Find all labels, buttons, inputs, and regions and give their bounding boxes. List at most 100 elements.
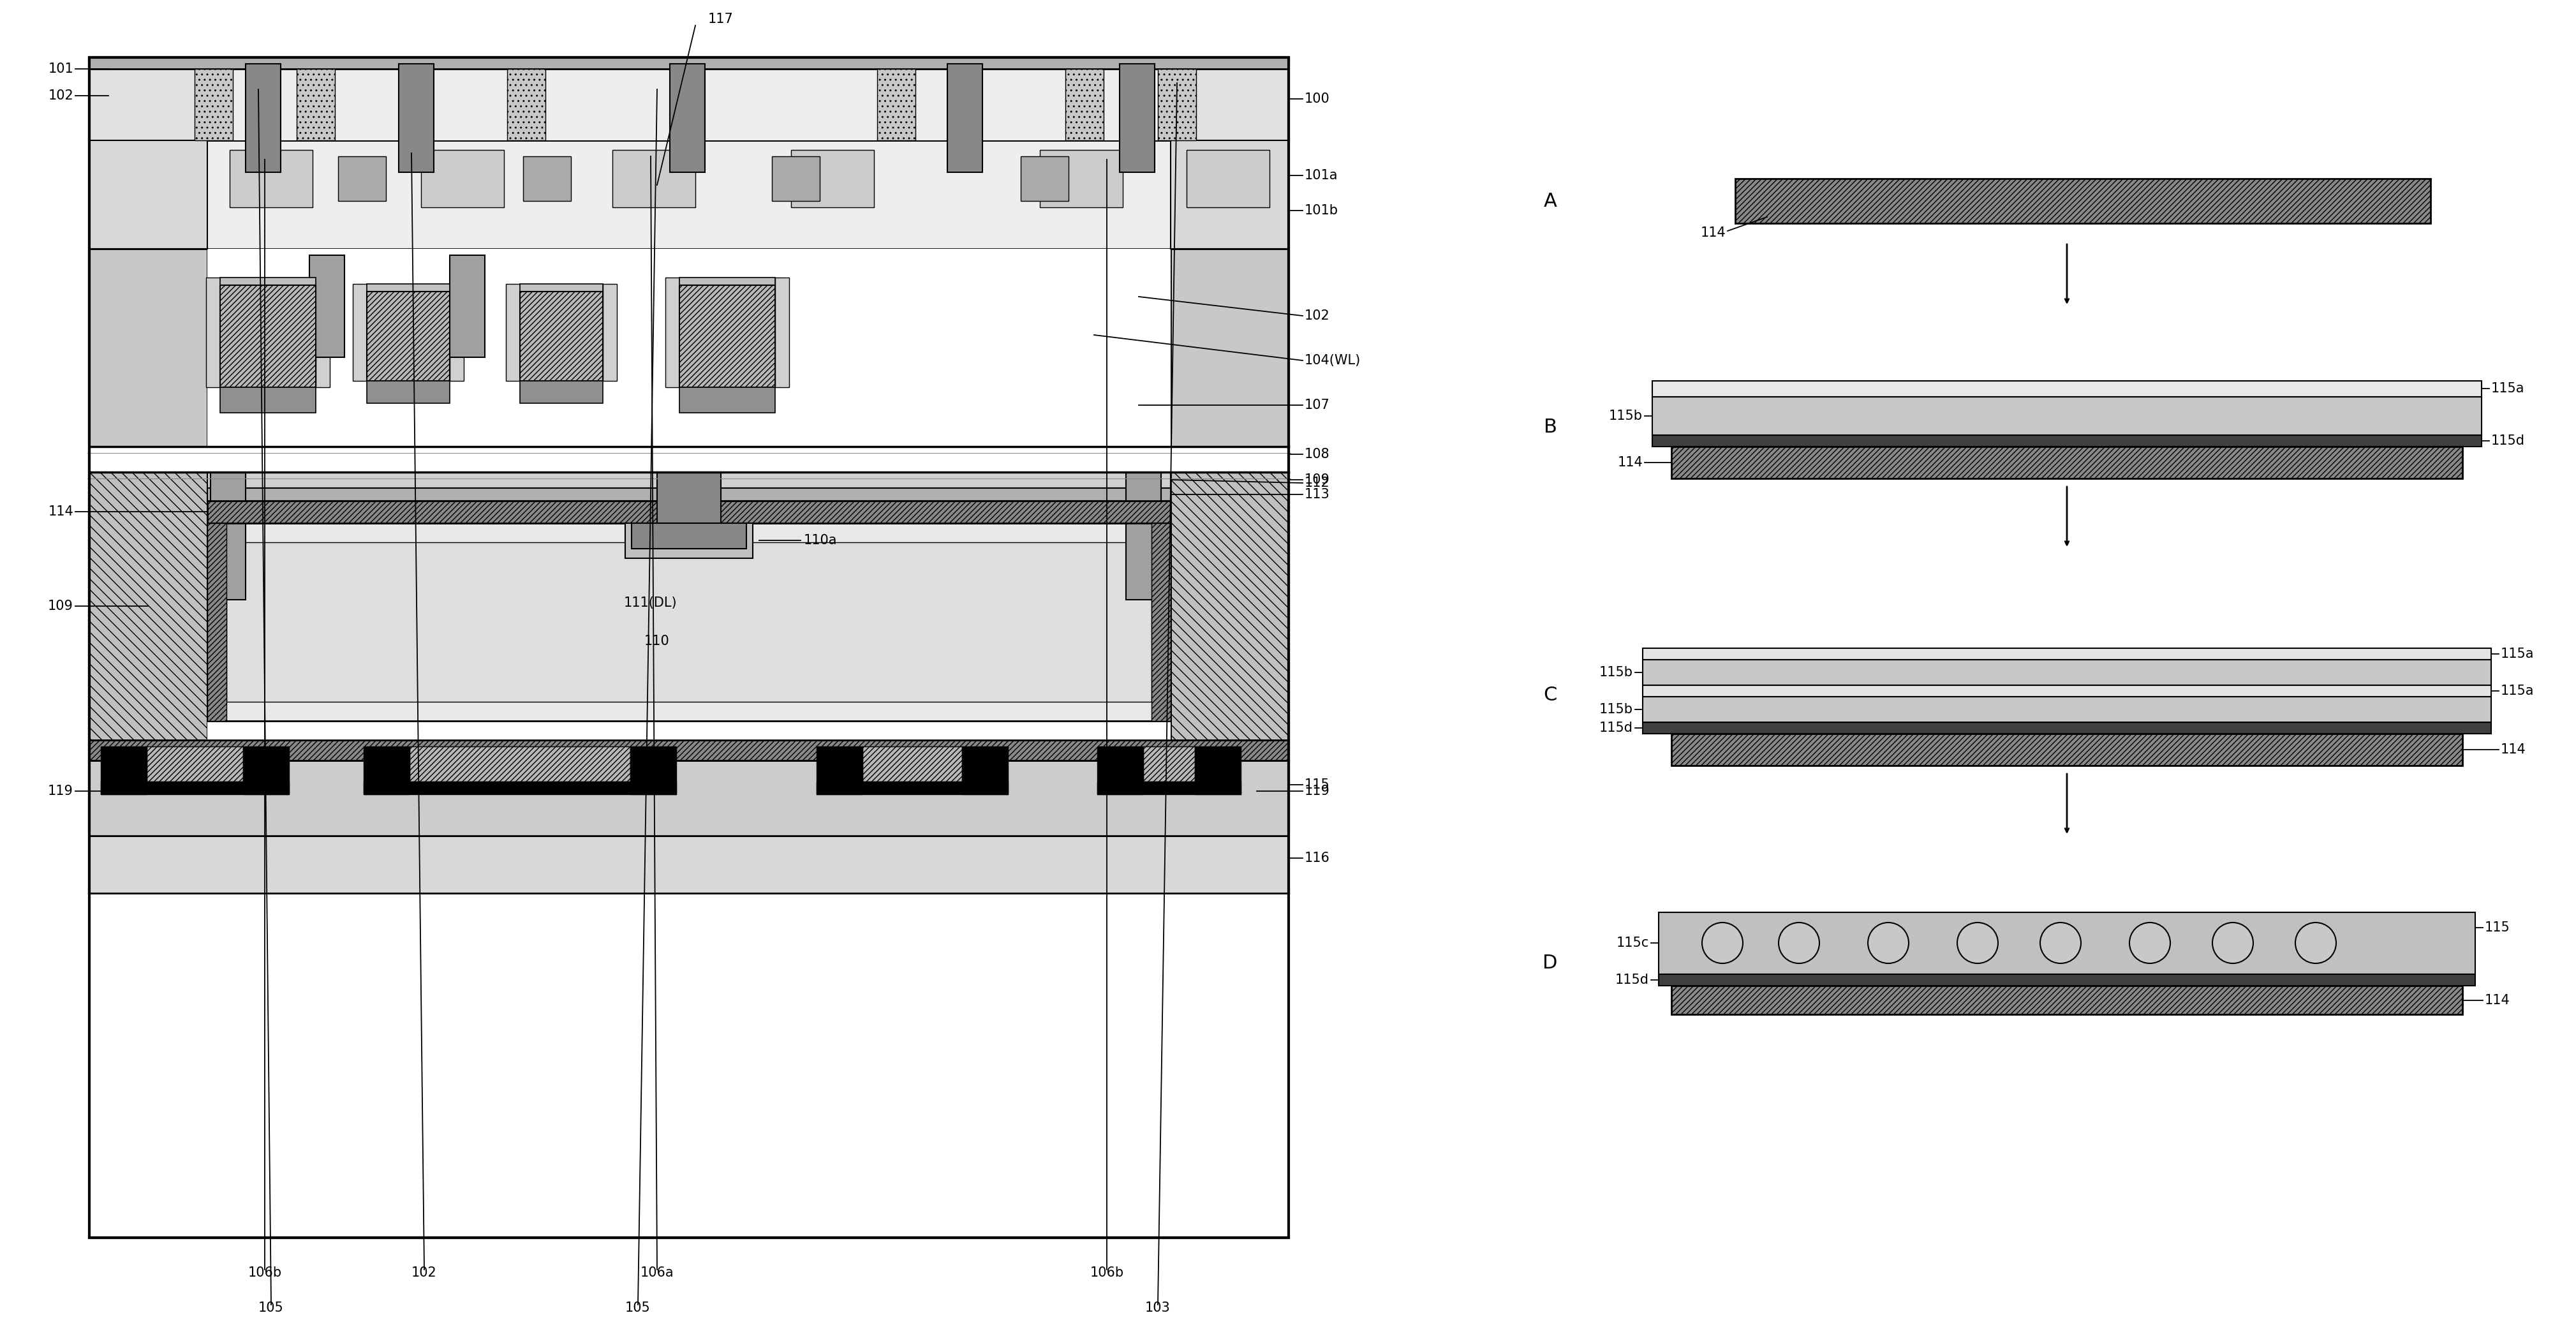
Text: 115c: 115c xyxy=(1615,937,1649,949)
Bar xyxy=(1066,69,1103,140)
Bar xyxy=(1157,69,1195,140)
Bar xyxy=(206,500,1170,523)
Bar xyxy=(90,248,206,446)
Bar xyxy=(631,746,677,795)
Bar xyxy=(451,284,464,381)
Bar xyxy=(206,57,1170,140)
Bar xyxy=(631,523,747,549)
Bar xyxy=(196,69,232,140)
Text: 114: 114 xyxy=(1700,227,1726,239)
Bar xyxy=(680,285,775,387)
Bar xyxy=(366,381,451,403)
Bar xyxy=(1126,473,1162,599)
Circle shape xyxy=(2295,923,2336,964)
Bar xyxy=(420,150,505,207)
Bar xyxy=(219,387,317,413)
Bar xyxy=(245,63,281,172)
Circle shape xyxy=(2130,923,2169,964)
Bar xyxy=(206,473,1170,488)
Bar xyxy=(1170,140,1288,248)
Bar xyxy=(603,284,616,381)
Bar xyxy=(523,156,572,201)
Text: 101b: 101b xyxy=(1303,205,1340,216)
Text: 100: 100 xyxy=(1303,92,1329,106)
Bar xyxy=(410,746,631,781)
Bar xyxy=(665,277,680,387)
Bar xyxy=(90,473,206,741)
Bar xyxy=(399,63,433,172)
Bar xyxy=(1651,381,2481,397)
Bar xyxy=(520,292,603,381)
Bar xyxy=(1672,986,2463,1014)
Bar xyxy=(775,277,788,387)
Text: 109: 109 xyxy=(49,599,72,612)
Bar xyxy=(613,150,696,207)
Text: 115a: 115a xyxy=(2491,383,2524,395)
Bar xyxy=(90,741,1288,760)
Bar xyxy=(878,69,914,140)
Bar xyxy=(337,156,386,201)
Text: A: A xyxy=(1543,191,1556,210)
Bar xyxy=(1643,697,2491,722)
Bar xyxy=(680,387,775,413)
Text: 108: 108 xyxy=(1303,447,1329,461)
Bar xyxy=(1097,781,1242,795)
Bar xyxy=(505,284,520,381)
Text: 106a: 106a xyxy=(641,1266,675,1279)
Bar xyxy=(773,156,819,201)
Bar xyxy=(1170,248,1288,446)
Circle shape xyxy=(1868,923,1909,964)
Bar xyxy=(657,473,721,549)
Bar xyxy=(520,284,603,292)
Bar xyxy=(670,63,706,172)
Bar xyxy=(961,746,1007,795)
Bar xyxy=(100,746,147,795)
Bar xyxy=(90,57,1288,140)
Text: B: B xyxy=(1543,418,1556,437)
Bar xyxy=(1643,648,2491,660)
Text: D: D xyxy=(1543,954,1558,973)
Bar xyxy=(242,746,289,795)
Bar xyxy=(90,446,1288,473)
Bar xyxy=(680,277,775,285)
Bar xyxy=(206,248,1170,446)
Bar xyxy=(1736,178,2432,223)
Text: 115: 115 xyxy=(1303,779,1329,791)
Bar xyxy=(948,63,981,172)
Circle shape xyxy=(1703,923,1744,964)
Bar xyxy=(1651,436,2481,446)
Text: 115a: 115a xyxy=(2501,685,2535,697)
Text: C: C xyxy=(1543,686,1556,705)
Text: 117: 117 xyxy=(708,13,734,25)
Bar xyxy=(147,746,242,781)
Text: 115a: 115a xyxy=(2501,648,2535,660)
Bar xyxy=(317,277,330,387)
Text: 115b: 115b xyxy=(1600,704,1633,715)
Text: 103: 103 xyxy=(1146,1302,1170,1315)
Bar xyxy=(90,248,1288,446)
Bar xyxy=(219,277,317,285)
Bar xyxy=(229,150,312,207)
Text: 112: 112 xyxy=(1303,477,1329,490)
Bar xyxy=(296,69,335,140)
Bar xyxy=(353,284,366,381)
Text: 105: 105 xyxy=(258,1302,283,1315)
Bar xyxy=(90,57,1288,69)
Circle shape xyxy=(1777,923,1819,964)
Bar xyxy=(791,150,873,207)
Text: 104(WL): 104(WL) xyxy=(1303,354,1360,367)
Bar xyxy=(211,473,245,599)
Text: 109: 109 xyxy=(1303,474,1329,486)
Text: 114: 114 xyxy=(2501,743,2527,756)
Bar xyxy=(451,255,484,358)
Text: 114: 114 xyxy=(49,506,72,517)
Bar xyxy=(863,746,961,781)
Bar xyxy=(1041,150,1123,207)
Text: 115: 115 xyxy=(2486,921,2509,935)
Bar xyxy=(1672,446,2463,478)
Text: 102: 102 xyxy=(49,90,72,102)
Circle shape xyxy=(1958,923,1999,964)
Bar xyxy=(206,277,219,387)
Text: 101: 101 xyxy=(49,62,72,75)
Text: 115d: 115d xyxy=(2491,434,2524,447)
